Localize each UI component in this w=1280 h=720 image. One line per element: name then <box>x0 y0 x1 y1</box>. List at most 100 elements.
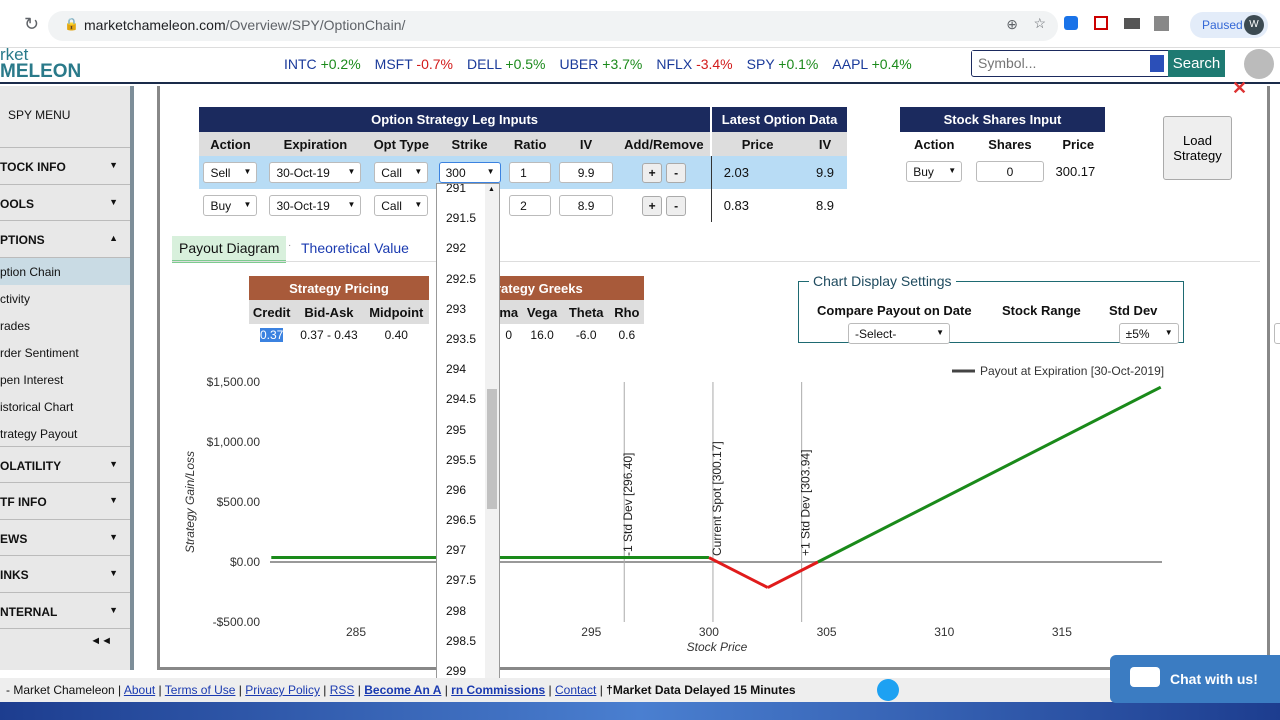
sidebar-section[interactable]: PTIONS ▲ <box>0 221 130 258</box>
tab-theoretical-value[interactable]: Theoretical Value <box>301 240 409 256</box>
footer-link[interactable]: rn Commissions <box>451 683 546 697</box>
ticker-symbol[interactable]: NFLX <box>656 56 693 72</box>
leg-ratio-input[interactable]: 2 <box>509 195 552 216</box>
leg-expiration-select[interactable]: 30-Oct-19 <box>269 195 362 216</box>
chat-button[interactable]: Chat with us! <box>1110 655 1280 703</box>
zoom-icon[interactable]: ⊕ <box>1006 16 1018 32</box>
twitter-icon[interactable] <box>877 679 899 701</box>
shares-action-select[interactable]: Buy <box>906 160 963 182</box>
strike-option[interactable]: 295.5 <box>446 452 477 467</box>
profile-paused-button[interactable]: Paused W <box>1190 12 1268 38</box>
ticker-item[interactable]: SPY +0.1% <box>747 56 819 72</box>
sidebar-section[interactable]: EWS ▼ <box>0 520 130 556</box>
scrollbar[interactable]: ▲ <box>485 184 499 719</box>
footer-link[interactable]: Terms of Use <box>164 683 236 697</box>
scroll-up-icon[interactable]: ▲ <box>488 186 495 193</box>
strike-option[interactable]: 298.5 <box>446 633 477 648</box>
leg-strike-select[interactable]: 300 <box>438 162 501 183</box>
ticker-item[interactable]: DELL +0.5% <box>467 56 546 72</box>
leg-expiration-select[interactable]: 30-Oct-19 <box>269 162 362 183</box>
leg-ratio-input[interactable]: 1 <box>509 162 552 183</box>
footer-link[interactable]: About <box>123 683 156 697</box>
logo[interactable]: rket MELEON <box>0 46 81 81</box>
strike-option[interactable]: 297 <box>446 543 467 558</box>
strike-option[interactable]: 293.5 <box>446 331 477 346</box>
address-bar[interactable]: 🔒 marketchameleon.com/Overview/SPY/Optio… <box>48 11 1058 41</box>
search-button[interactable]: Search <box>1168 50 1225 77</box>
leg-opt-type-select[interactable]: Call <box>374 195 429 216</box>
footer-link[interactable]: Contact <box>555 683 597 697</box>
sidebar-item[interactable]: ctivity <box>0 291 30 306</box>
strike-option[interactable]: 291 <box>446 183 467 195</box>
sidebar-item[interactable]: istorical Chart <box>0 399 74 414</box>
extension-icon[interactable] <box>1154 16 1169 31</box>
ticker-item[interactable]: NFLX -3.4% <box>656 56 732 72</box>
user-avatar-icon[interactable] <box>1244 49 1274 79</box>
reload-icon[interactable]: ↻ <box>24 14 40 34</box>
avatar: W <box>1244 15 1264 35</box>
shares-input[interactable]: 0 <box>975 160 1044 182</box>
ticker-item[interactable]: MSFT -0.7% <box>375 56 453 72</box>
add-leg-button[interactable]: + <box>642 195 663 216</box>
sidebar-item[interactable]: trategy Payout <box>0 420 130 447</box>
column-header: IV <box>803 132 847 156</box>
extension-icon[interactable] <box>1094 16 1108 30</box>
ticker-symbol[interactable]: UBER <box>559 56 599 72</box>
sidebar-item[interactable]: rder Sentiment <box>0 345 79 360</box>
document-icon[interactable] <box>1150 55 1164 72</box>
sidebar-item[interactable]: rades <box>0 318 31 333</box>
sidebar-section[interactable]: OLATILITY ▼ <box>0 447 130 483</box>
strike-dropdown-list[interactable]: 291 291.5 292 292.5 293 293.5 294 294.5 295 295.5… <box>436 183 500 720</box>
ticker-item[interactable]: INTC +0.2% <box>284 56 361 72</box>
strike-option[interactable]: 296.5 <box>446 513 477 528</box>
extension-icon[interactable] <box>1124 18 1140 29</box>
std-dev-select[interactable]: ±1 <box>1274 323 1280 344</box>
ticker-symbol[interactable]: DELL <box>466 56 502 72</box>
tab-payout-diagram[interactable]: Payout Diagram <box>172 236 287 263</box>
load-strategy-button[interactable]: Load Strategy <box>1163 116 1232 180</box>
leg-opt-type-select[interactable]: Call <box>374 162 429 183</box>
remove-leg-button[interactable]: - <box>666 195 687 216</box>
sidebar-section[interactable]: TOCK INFO ▼ <box>0 148 130 185</box>
ticker-item[interactable]: AAPL +0.4% <box>832 56 911 72</box>
ticker-symbol[interactable]: INTC <box>284 56 317 72</box>
ticker-symbol[interactable]: AAPL <box>832 56 868 72</box>
sidebar-section[interactable]: INKS ▼ <box>0 556 130 593</box>
sidebar-section[interactable]: TF INFO ▼ <box>0 483 130 520</box>
strike-option[interactable]: 295 <box>446 422 467 437</box>
strike-option[interactable]: 294.5 <box>446 392 477 407</box>
strike-option[interactable]: 292 <box>446 241 467 256</box>
strike-option[interactable]: 291.5 <box>446 211 477 226</box>
ticker-symbol[interactable]: SPY <box>746 56 775 72</box>
leg-iv-input[interactable]: 8.9 <box>559 195 614 216</box>
strike-option[interactable]: 299 <box>446 664 467 678</box>
sidebar-section[interactable]: OOLS ▼ <box>0 185 130 221</box>
stock-range-select[interactable]: ±5% <box>1118 323 1179 344</box>
sidebar-item[interactable]: ption Chain <box>0 257 130 285</box>
star-icon[interactable]: ☆ <box>1033 15 1046 31</box>
strike-option[interactable]: 294 <box>446 362 467 377</box>
strike-option[interactable]: 293 <box>446 301 467 316</box>
strike-option[interactable]: 298 <box>446 603 467 618</box>
symbol-input[interactable] <box>972 51 1142 75</box>
add-leg-button[interactable]: + <box>642 162 663 183</box>
ticker-item[interactable]: UBER +3.7% <box>559 56 642 72</box>
footer-link[interactable]: Privacy Policy <box>245 683 320 697</box>
extension-icon[interactable] <box>1064 16 1078 30</box>
footer-link[interactable]: RSS <box>329 683 355 697</box>
leg-action-select[interactable]: Sell <box>203 162 258 183</box>
ticker-symbol[interactable]: MSFT <box>374 56 413 72</box>
leg-iv-input[interactable]: 9.9 <box>559 162 614 183</box>
sidebar-section[interactable]: NTERNAL ▼ <box>0 593 130 629</box>
compare-date-select[interactable]: -Select- <box>848 323 950 344</box>
strike-option[interactable]: 296 <box>446 482 467 497</box>
leg-action-select[interactable]: Buy <box>203 195 258 216</box>
strike-option[interactable]: 297.5 <box>446 573 477 588</box>
strike-option[interactable]: 292.5 <box>446 271 477 286</box>
close-icon[interactable]: ✕ <box>1232 78 1248 98</box>
collapse-sidebar-button[interactable]: ◄◄ <box>90 635 112 647</box>
scrollbar-thumb[interactable] <box>487 389 497 509</box>
footer-link[interactable]: Become An A <box>364 683 442 697</box>
remove-leg-button[interactable]: - <box>666 162 687 183</box>
sidebar-item[interactable]: pen Interest <box>0 372 64 387</box>
